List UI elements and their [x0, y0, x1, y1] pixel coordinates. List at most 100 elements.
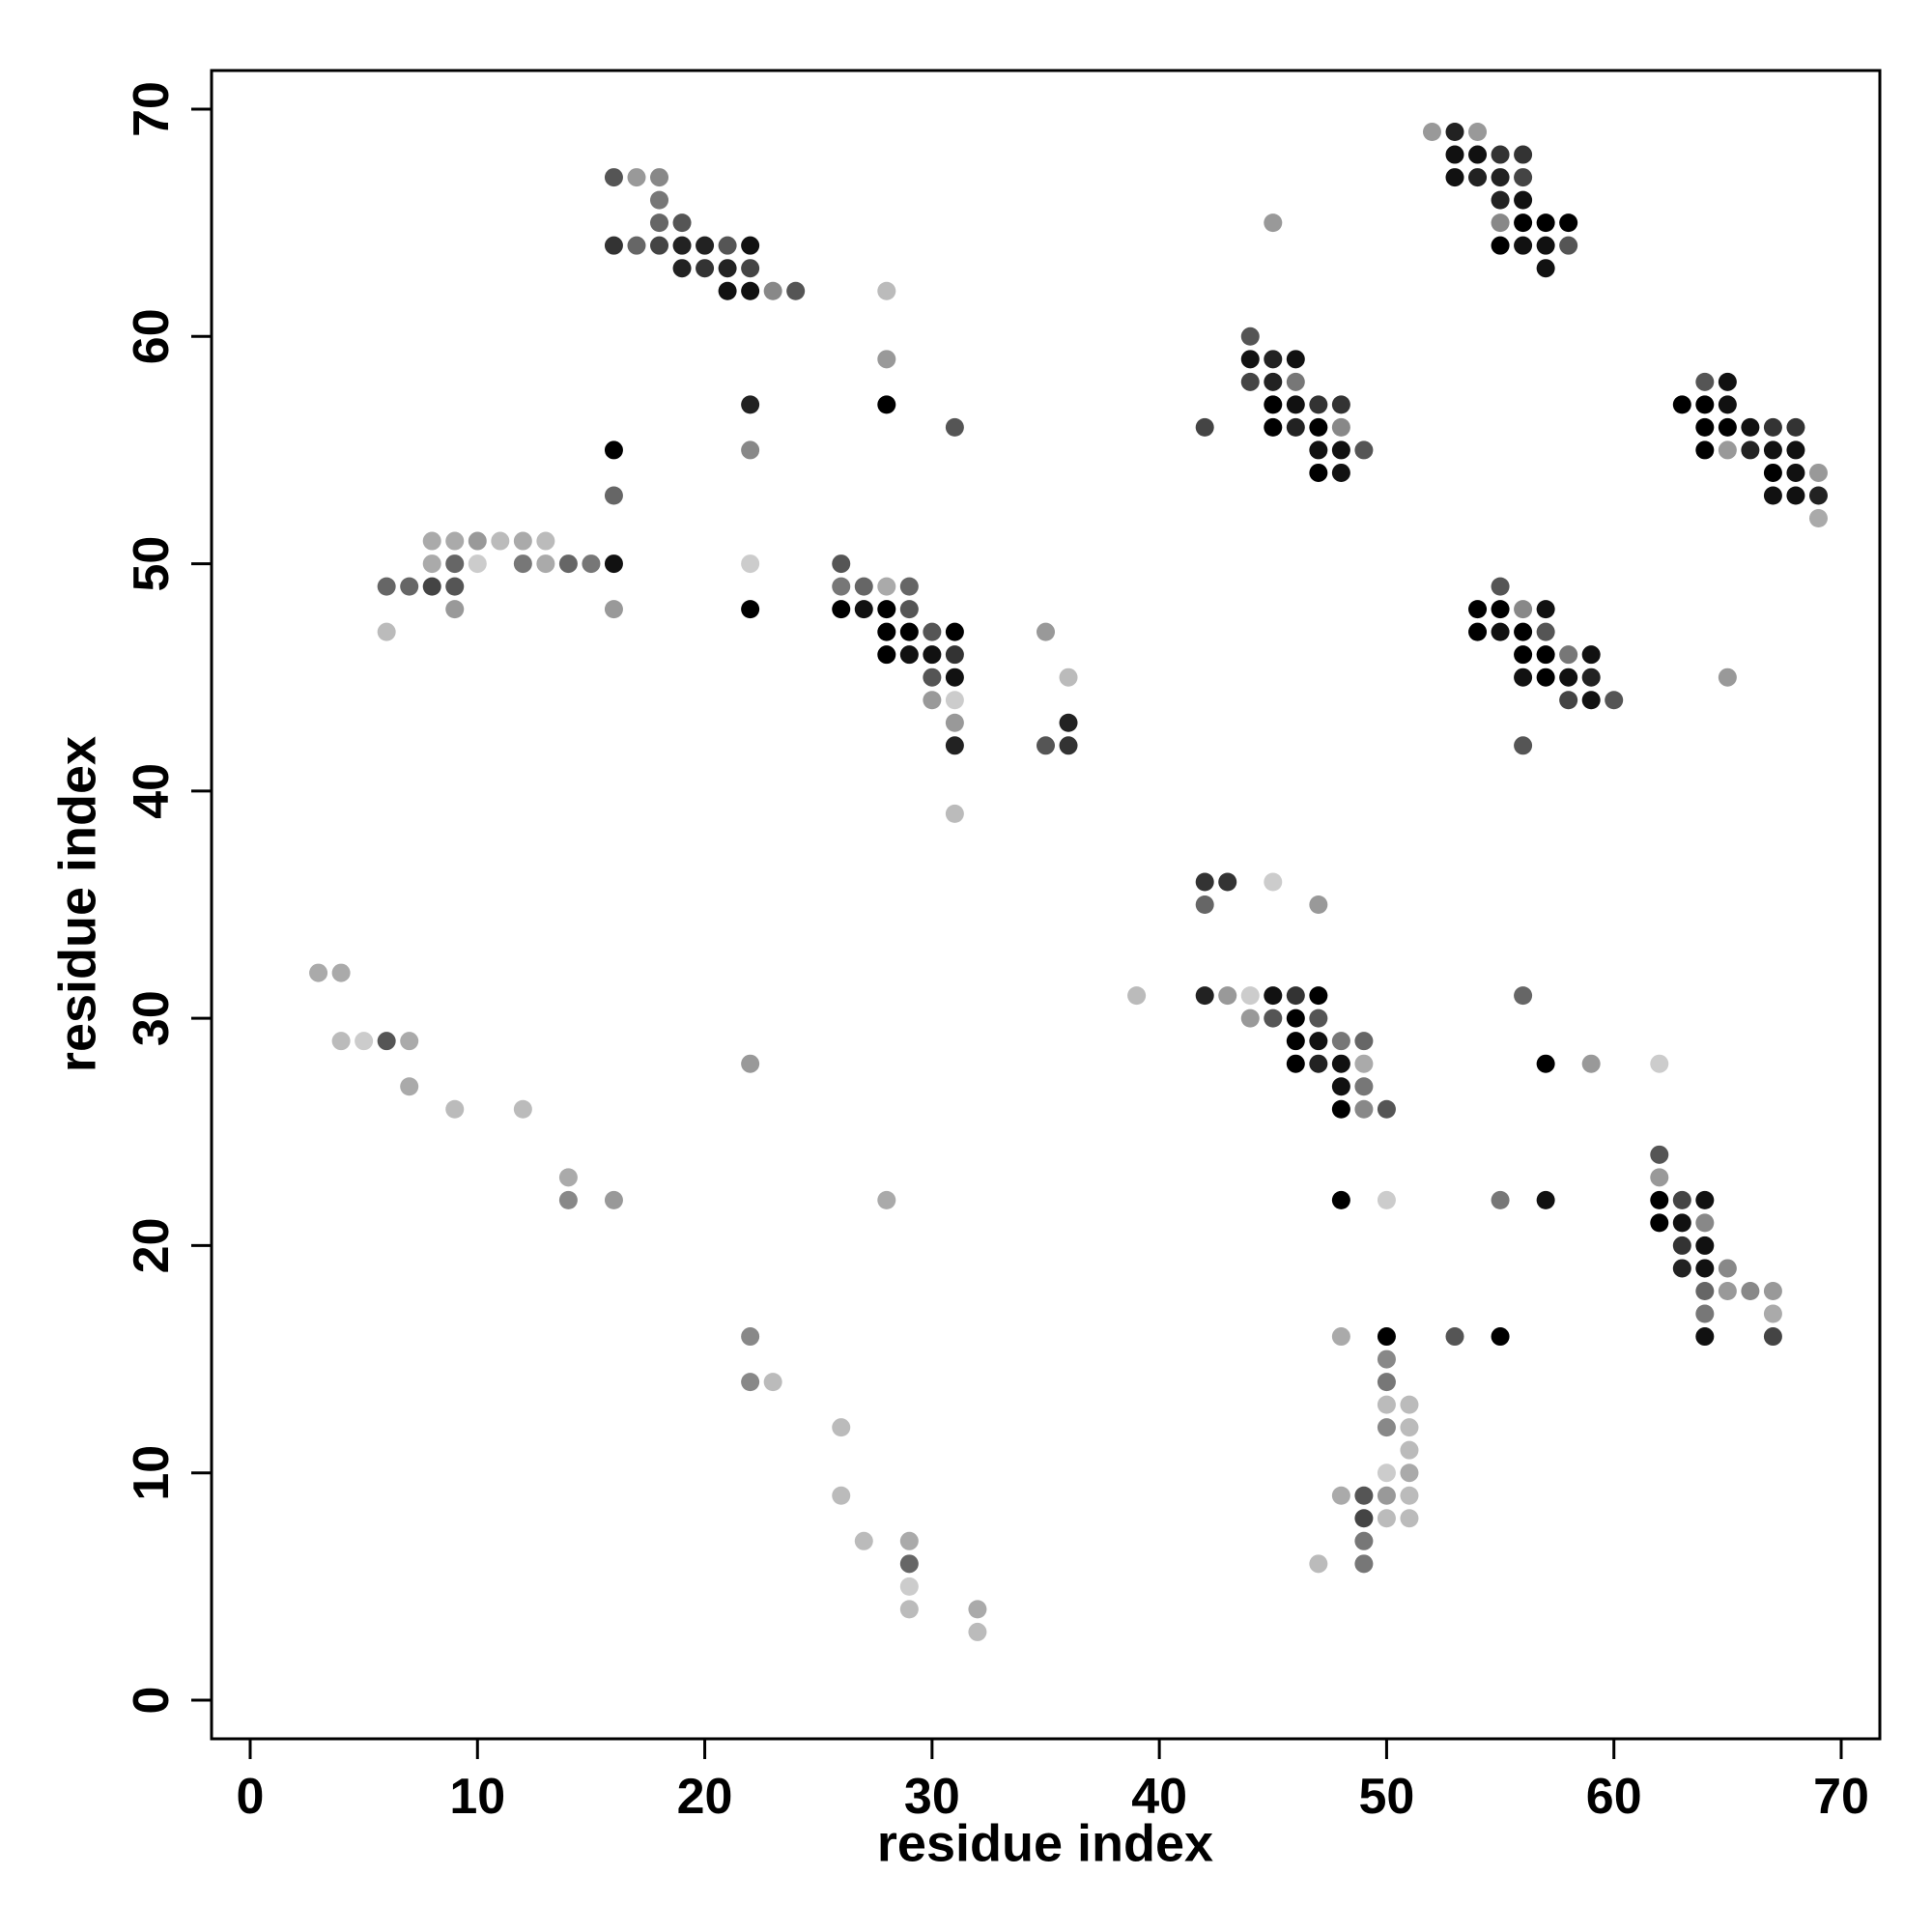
contact-point — [672, 259, 692, 278]
contact-point — [445, 554, 465, 574]
contact-point — [1264, 986, 1283, 1006]
contact-point — [1786, 463, 1805, 482]
contact-point — [945, 417, 964, 437]
contact-point — [1491, 1327, 1510, 1347]
contact-point — [1514, 645, 1533, 665]
contact-point — [877, 1190, 896, 1209]
contact-point — [1331, 1486, 1350, 1505]
contact-point — [1286, 1032, 1305, 1051]
contact-point — [1400, 1395, 1419, 1414]
y-tick-label: 30 — [124, 990, 180, 1046]
contact-point — [331, 963, 351, 982]
contact-point — [1354, 1554, 1374, 1574]
x-tick-label: 20 — [677, 1769, 733, 1825]
contact-point — [1695, 1281, 1715, 1300]
contact-point — [1445, 145, 1464, 164]
x-tick-label: 60 — [1586, 1769, 1642, 1825]
contact-point — [1309, 895, 1328, 914]
contact-point — [1491, 1190, 1510, 1209]
contact-point — [1559, 691, 1578, 710]
contact-point — [696, 259, 715, 278]
contact-point — [696, 236, 715, 255]
contact-point — [1377, 1463, 1396, 1483]
contact-point — [1195, 872, 1214, 892]
contact-point — [1354, 1032, 1374, 1051]
contact-point — [1400, 1440, 1419, 1460]
contact-point — [899, 622, 919, 641]
contact-point — [1491, 622, 1510, 641]
contact-point — [422, 554, 441, 574]
contact-point — [854, 600, 873, 619]
contact-point — [786, 281, 806, 300]
contact-point — [741, 600, 760, 619]
contact-point — [400, 1032, 419, 1051]
contact-point — [1331, 1032, 1350, 1051]
x-tick-label: 0 — [237, 1769, 265, 1825]
y-tick-label: 70 — [124, 81, 180, 137]
contact-point — [1650, 1168, 1669, 1187]
contact-point — [1468, 145, 1488, 164]
contact-point — [1218, 986, 1237, 1006]
contact-point — [1286, 417, 1305, 437]
contact-point — [1218, 872, 1237, 892]
contact-point — [377, 577, 396, 596]
contact-point — [1059, 713, 1078, 732]
contact-point — [513, 554, 532, 574]
contact-point — [377, 1032, 396, 1051]
contact-point — [1264, 417, 1283, 437]
contact-point — [1514, 600, 1533, 619]
contact-point — [1491, 213, 1510, 233]
contact-point — [718, 281, 737, 300]
contact-point — [1309, 417, 1328, 437]
contact-point — [1331, 1327, 1350, 1347]
contact-point — [1445, 1327, 1464, 1347]
contact-point — [1808, 509, 1828, 528]
contact-point — [1309, 1009, 1328, 1028]
contact-point — [968, 1622, 987, 1641]
contact-point — [445, 1099, 465, 1119]
contact-point — [513, 531, 532, 551]
contact-point — [1718, 372, 1737, 391]
x-axis-label: residue index — [877, 1814, 1213, 1872]
contact-point — [1695, 1190, 1715, 1209]
contact-point — [1400, 1463, 1419, 1483]
contact-point — [1286, 372, 1305, 391]
contact-point — [1559, 645, 1578, 665]
contact-point — [1514, 668, 1533, 687]
contact-point — [582, 554, 601, 574]
contact-point — [1468, 123, 1488, 142]
contact-point — [672, 236, 692, 255]
contact-point — [1491, 236, 1510, 255]
contact-point — [1331, 417, 1350, 437]
contact-point — [1650, 1190, 1669, 1209]
contact-point — [741, 1373, 760, 1392]
contact-point — [1672, 1213, 1691, 1233]
contact-point — [945, 645, 964, 665]
contact-point — [1309, 1032, 1328, 1051]
contact-point — [1309, 440, 1328, 460]
contact-point — [832, 577, 851, 596]
contact-point — [1264, 1009, 1283, 1028]
contact-point — [1377, 1509, 1396, 1528]
contact-point — [1763, 1304, 1782, 1323]
y-axis-label: residue index — [48, 736, 106, 1072]
contact-point — [1695, 1327, 1715, 1347]
contact-point — [763, 1373, 782, 1392]
contact-point — [877, 645, 896, 665]
plot-frame — [210, 69, 1882, 1741]
contact-point — [1536, 1190, 1555, 1209]
y-tick-label: 10 — [124, 1445, 180, 1501]
contact-point — [741, 259, 760, 278]
contact-point — [1650, 1145, 1669, 1164]
contact-point — [1264, 372, 1283, 391]
contact-point — [1354, 1099, 1374, 1119]
contact-point — [1718, 440, 1737, 460]
contact-point — [1581, 645, 1601, 665]
contact-point — [854, 577, 873, 596]
contact-point — [650, 236, 669, 255]
contact-point — [1331, 440, 1350, 460]
contact-point — [1264, 872, 1283, 892]
contact-point — [1718, 1259, 1737, 1278]
contact-point — [650, 190, 669, 210]
